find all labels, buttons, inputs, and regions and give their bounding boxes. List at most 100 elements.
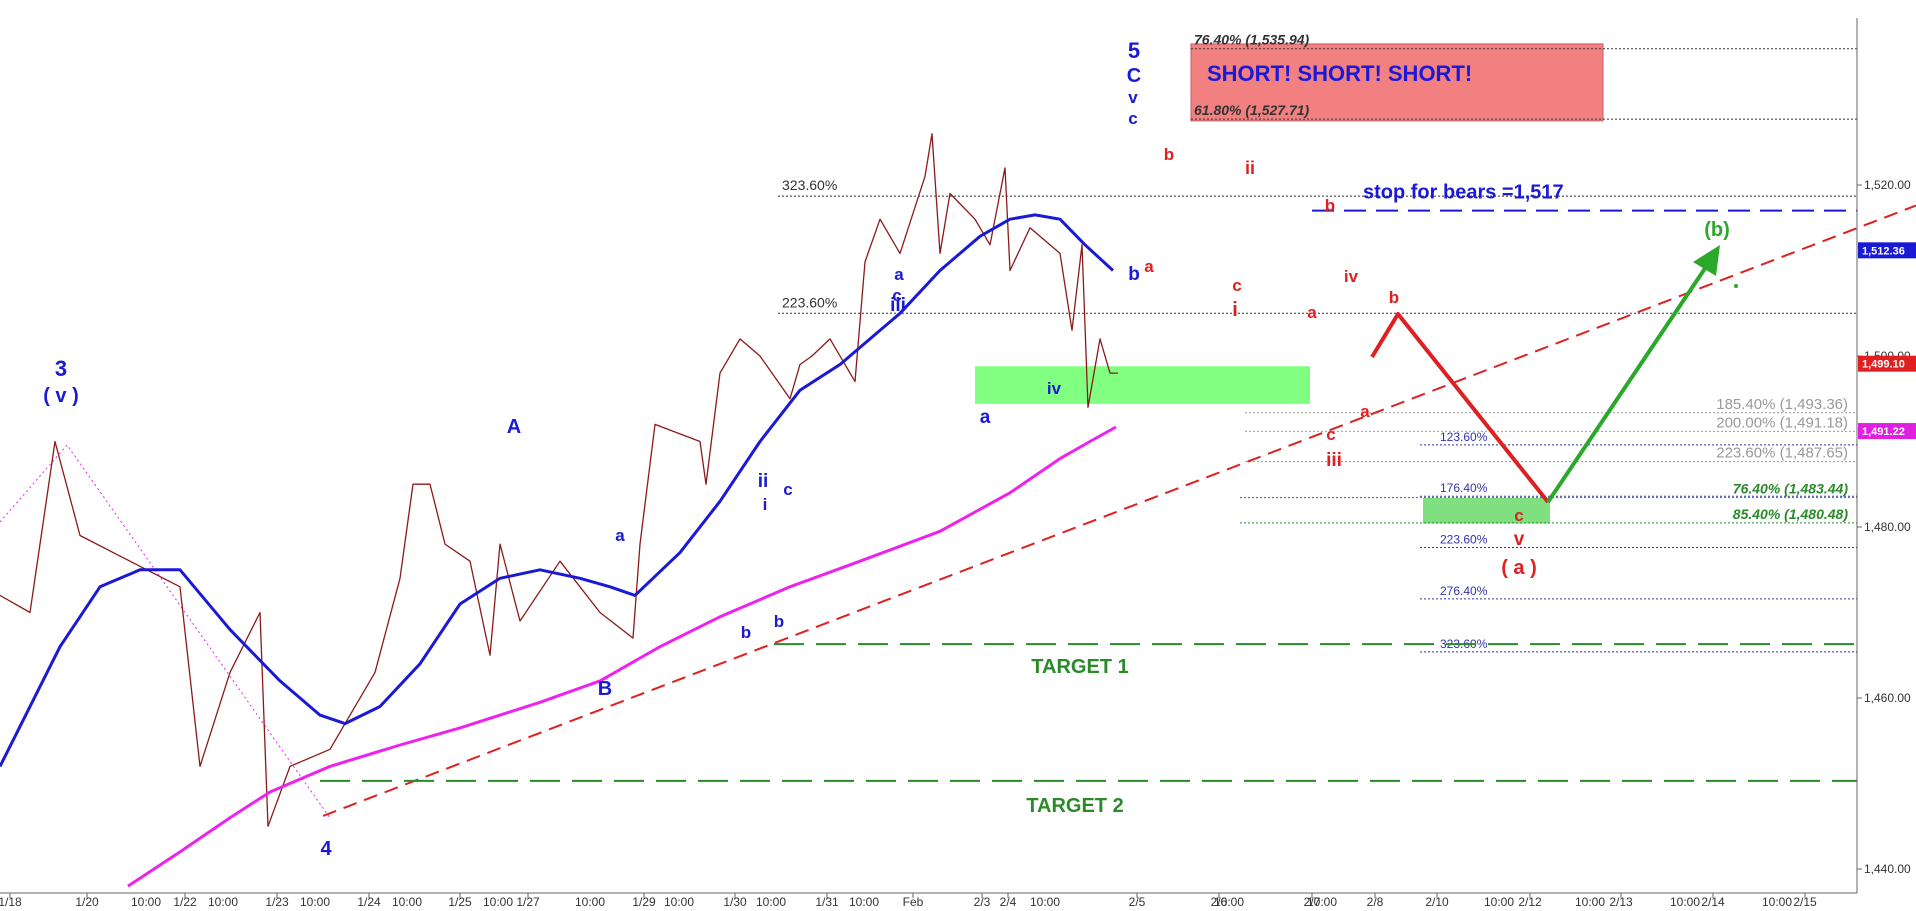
wave-label: a — [980, 407, 991, 428]
x-date-label: 1/24 — [357, 895, 381, 909]
zone-support-zone — [975, 366, 1310, 404]
x-date-label: 1/30 — [723, 895, 747, 909]
zone-short-zone — [1190, 43, 1604, 122]
level-label: 76.40% (1,483.44) — [1733, 481, 1849, 497]
wave-label: b — [741, 623, 751, 642]
level-label: 176.40% — [1440, 481, 1488, 495]
x-date-label: 2/10 — [1425, 895, 1449, 909]
wave-label: b — [774, 612, 784, 631]
x-time-label: 10:00 — [131, 895, 161, 909]
wave-label: a — [615, 526, 625, 545]
x-date-label: 2/8 — [1367, 895, 1384, 909]
wave-label: b — [1164, 145, 1174, 164]
red-trendline — [322, 204, 1916, 817]
wave-connector — [0, 444, 331, 819]
x-date-label: 2/13 — [1609, 895, 1633, 909]
wave-label: A — [507, 416, 521, 438]
x-time-label: 10:00 — [1307, 895, 1337, 909]
wave-label: ii — [1245, 158, 1255, 178]
projection-green-arrowhead — [1693, 245, 1720, 276]
x-time-label: 10:00 — [1214, 895, 1244, 909]
level-label: 61.80% (1,527.71) — [1194, 102, 1310, 118]
wave-label: 4 — [320, 838, 332, 860]
axes-layer: 1,440.001,460.001,480.001,500.001,520.00… — [0, 18, 1916, 909]
projection-layer — [1370, 245, 1738, 504]
wave-label: c — [892, 286, 901, 305]
level-label: 123.60% — [1440, 430, 1488, 444]
stop-label: stop for bears =1,517 — [1363, 182, 1564, 204]
wave-label: iv — [1344, 267, 1359, 286]
target-label: TARGET 1 — [1031, 656, 1128, 678]
price-tag — [1858, 423, 1916, 440]
wave-label: (b) — [1704, 219, 1730, 241]
x-date-label: 2/6 — [1211, 895, 1228, 909]
labels-layer: 3( v )4ABabbiiicaiiicaivb5Cvcbaiicibaivc… — [43, 38, 1730, 860]
wave-label: iv — [1047, 379, 1062, 398]
wave-label: b — [1128, 264, 1140, 285]
wave-label: ii — [758, 471, 769, 492]
x-time-label: 10:00 — [392, 895, 422, 909]
x-date-label: 1/20 — [75, 895, 99, 909]
wave-label: a — [1144, 257, 1154, 276]
x-time-label: 10:00 — [1575, 895, 1605, 909]
projection-green-dot — [1734, 284, 1738, 288]
wave-label: B — [598, 678, 612, 700]
x-time-label: 10:00 — [1670, 895, 1700, 909]
wave-label: c — [1514, 506, 1523, 525]
level-label: 223.60% — [782, 294, 837, 310]
wave-label: ( v ) — [43, 385, 79, 407]
x-date-label: 1/25 — [448, 895, 472, 909]
x-date-label: 1/27 — [516, 895, 540, 909]
wave-label: C — [1127, 65, 1141, 87]
x-time-label: 10:00 — [208, 895, 238, 909]
level-label: 185.40% (1,493.36) — [1716, 396, 1848, 413]
levels-layer: 323.60% 223.60% 76.40% (1,535.94) 61.80% (1… — [778, 32, 1857, 653]
wave-label: b — [1389, 288, 1399, 307]
wave-label: i — [763, 495, 768, 514]
x-date-label: 2/14 — [1701, 895, 1725, 909]
y-tick-label: 1,440.00 — [1864, 862, 1911, 876]
wave-label: c — [1326, 425, 1335, 444]
x-date-label: 2/15 — [1793, 895, 1817, 909]
wave-label: a — [894, 265, 904, 284]
x-date-label: 2/5 — [1129, 895, 1146, 909]
x-date-label: 1/22 — [173, 895, 197, 909]
projection-green-arrow-shaft — [1546, 256, 1714, 504]
series-layer — [0, 133, 1118, 888]
y-tick-label: 1,460.00 — [1864, 691, 1911, 705]
x-date-label: 1/29 — [632, 895, 656, 909]
wave-label: a — [1307, 303, 1317, 322]
zone-target-zone — [1423, 497, 1550, 524]
level-label: 85.40% (1,480.48) — [1733, 506, 1849, 522]
x-time-label: 10:00 — [483, 895, 513, 909]
x-date-label: 1/31 — [815, 895, 839, 909]
wave-label: i — [1232, 299, 1238, 321]
wave-label: a — [1360, 402, 1370, 421]
trendlines-layer: stop for bears =1,517 TARGET 1 TARGET 2 — [0, 182, 1916, 819]
x-date-label: 2/12 — [1518, 895, 1542, 909]
wave-label: ( a ) — [1501, 557, 1537, 579]
series-moving-average-long — [127, 425, 1117, 888]
wave-label: c — [1232, 276, 1241, 295]
price-tag-label: 1,491.22 — [1862, 426, 1905, 438]
price-tag — [1858, 355, 1916, 372]
x-date-label: 2/7 — [1304, 895, 1321, 909]
x-date-label: 1/23 — [265, 895, 289, 909]
y-tick-label: 1,480.00 — [1864, 520, 1911, 534]
series-moving-average-short — [0, 213, 1115, 768]
level-label: 323.60% — [782, 177, 837, 193]
x-time-label: 10:00 — [849, 895, 879, 909]
x-time-label: 10:00 — [1762, 895, 1792, 909]
x-time-label: 10:00 — [575, 895, 605, 909]
x-date-label: 1/18 — [0, 895, 22, 909]
wave-label: c — [1128, 109, 1137, 128]
wave-label: c — [783, 480, 792, 499]
wave-label: v — [1514, 529, 1525, 550]
x-date-label: 2/4 — [1000, 895, 1017, 909]
price-tag — [1858, 242, 1916, 259]
level-label: 223.60% — [1440, 533, 1488, 547]
level-label: 200.00% (1,491.18) — [1716, 414, 1848, 431]
target-label: TARGET 2 — [1026, 795, 1123, 817]
wave-label: 3 — [55, 356, 67, 381]
